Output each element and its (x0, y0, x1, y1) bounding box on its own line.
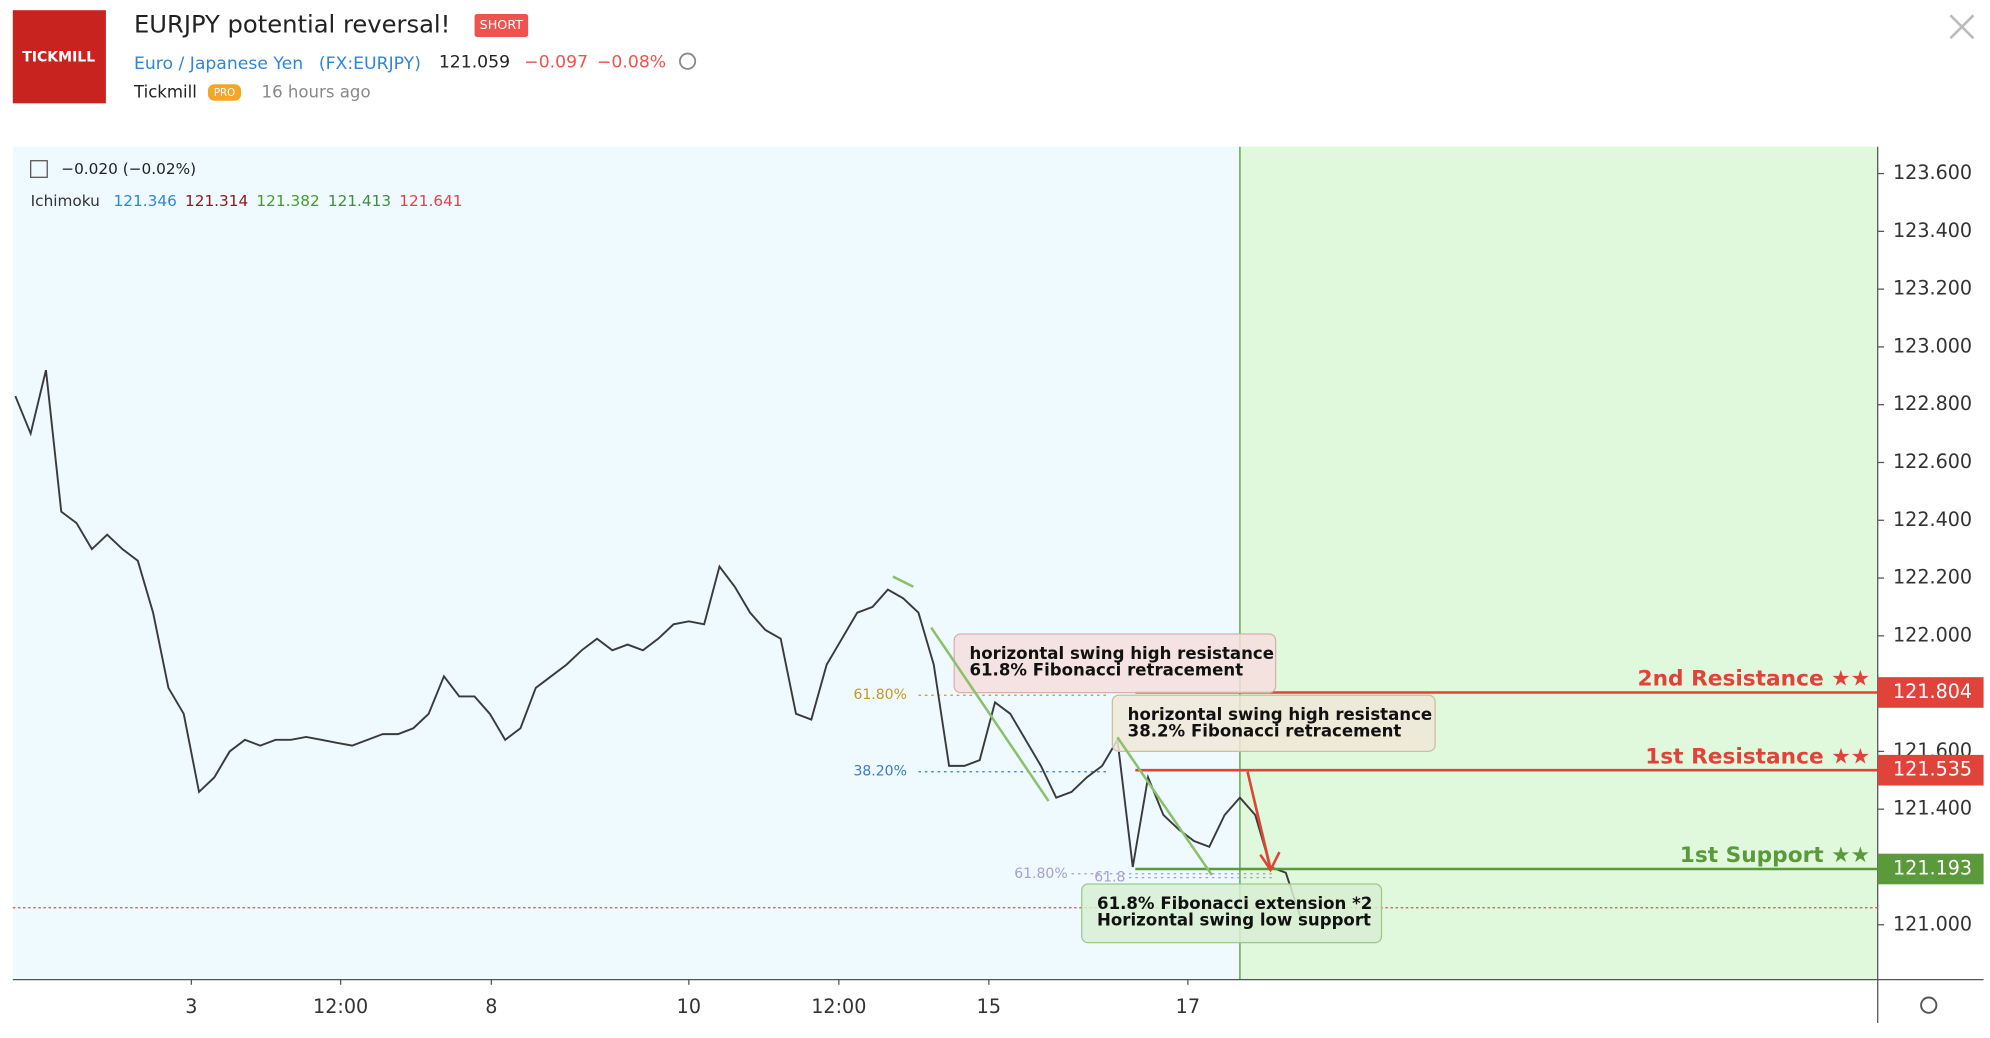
fib-label: 38.20% (853, 764, 906, 780)
indicator-value: 121.413 (328, 192, 391, 210)
price-change-pct: −0.08% (597, 53, 666, 73)
last-price: 121.059 (439, 53, 510, 73)
settings-icon[interactable] (1920, 996, 1938, 1014)
trend-arrows (892, 575, 1272, 876)
y-tick-label: 123.000 (1893, 334, 1972, 357)
indicator-value: 121.346 (114, 192, 177, 210)
price-tag (1877, 853, 1984, 885)
annotation-box (1111, 694, 1436, 752)
level-name: 2nd Resistance ★★ (1638, 667, 1871, 692)
fib-label: 61.8 (1094, 870, 1125, 886)
alarm-icon[interactable] (679, 52, 697, 70)
y-tick-label: 121.000 (1893, 912, 1972, 935)
x-tick-label: 8 (485, 995, 497, 1018)
y-tick-label: 123.200 (1893, 277, 1972, 300)
y-tick-label: 123.400 (1893, 219, 1972, 242)
annotation-box (1081, 883, 1383, 944)
indicator-value: 121.641 (399, 192, 462, 210)
annotation-text: horizontal swing high resistance (1128, 705, 1433, 724)
price-line (14, 369, 1303, 920)
symbol-name[interactable]: Euro / Japanese Yen (134, 54, 303, 74)
annotation-text: horizontal swing high resistance (969, 644, 1274, 663)
red-arrow (1246, 771, 1281, 873)
y-tick-label: 122.000 (1893, 623, 1972, 646)
indicator-name: Ichimoku (31, 192, 100, 210)
x-tick-label: 12:00 (313, 995, 368, 1018)
x-tick-label: 17 (1176, 995, 1200, 1018)
logo[interactable] (12, 10, 106, 104)
x-tick-label: 3 (185, 995, 197, 1018)
level-name: 1st Support ★★ (1680, 843, 1870, 868)
short-badge-text: SHORT (480, 18, 524, 33)
x-tick-label: 15 (977, 995, 1001, 1018)
projection-zone (1239, 146, 1878, 980)
x-tick-label: 12:00 (811, 995, 866, 1018)
fib-label: 61.80% (853, 687, 906, 703)
logo-text: TICKMILL (22, 49, 95, 65)
annotation-text: 61.8% Fibonacci retracement (969, 660, 1243, 679)
price-tag-label: 121.535 (1893, 758, 1972, 781)
author[interactable]: Tickmill (133, 83, 197, 102)
price-change: −0.097 (524, 53, 588, 73)
y-tick-label: 122.800 (1893, 392, 1972, 415)
close-button[interactable] (1949, 14, 1975, 40)
drawings (892, 575, 1281, 876)
legend-change: −0.020 (−0.02%) (61, 160, 196, 178)
price-tag-label: 121.804 (1893, 680, 1972, 703)
level-name: 1st Resistance ★★ (1645, 744, 1870, 769)
post-time: 16 hours ago (262, 83, 371, 102)
price-tag (1877, 677, 1984, 708)
annotation-text: Horizontal swing low support (1097, 910, 1371, 929)
idea-title: EURJPY potential reversal! (134, 11, 450, 39)
y-tick-label: 122.200 (1893, 566, 1972, 589)
short-badge (474, 14, 529, 37)
indicator-value: 121.314 (185, 192, 248, 210)
fib-label: 61.80% (1014, 866, 1067, 882)
x-tick-label: 10 (677, 995, 701, 1018)
y-tick-label: 123.600 (1893, 161, 1972, 184)
indicator-value: 121.382 (256, 192, 319, 210)
y-tick-label: 122.600 (1893, 450, 1972, 473)
annotation-text: 61.8% Fibonacci extension *2 (1097, 894, 1372, 913)
symbol-code[interactable]: (FX:EURJPY) (319, 54, 421, 74)
y-tick-label: 122.400 (1893, 508, 1972, 531)
collapse-icon[interactable] (30, 160, 48, 178)
price-tag (1877, 754, 1984, 786)
pro-badge-text: PRO (214, 88, 235, 99)
pro-badge (207, 84, 242, 101)
y-tick-label: 121.400 (1893, 797, 1972, 820)
price-tag-label: 121.193 (1893, 857, 1972, 880)
annotation-text: 38.2% Fibonacci retracement (1128, 722, 1402, 741)
